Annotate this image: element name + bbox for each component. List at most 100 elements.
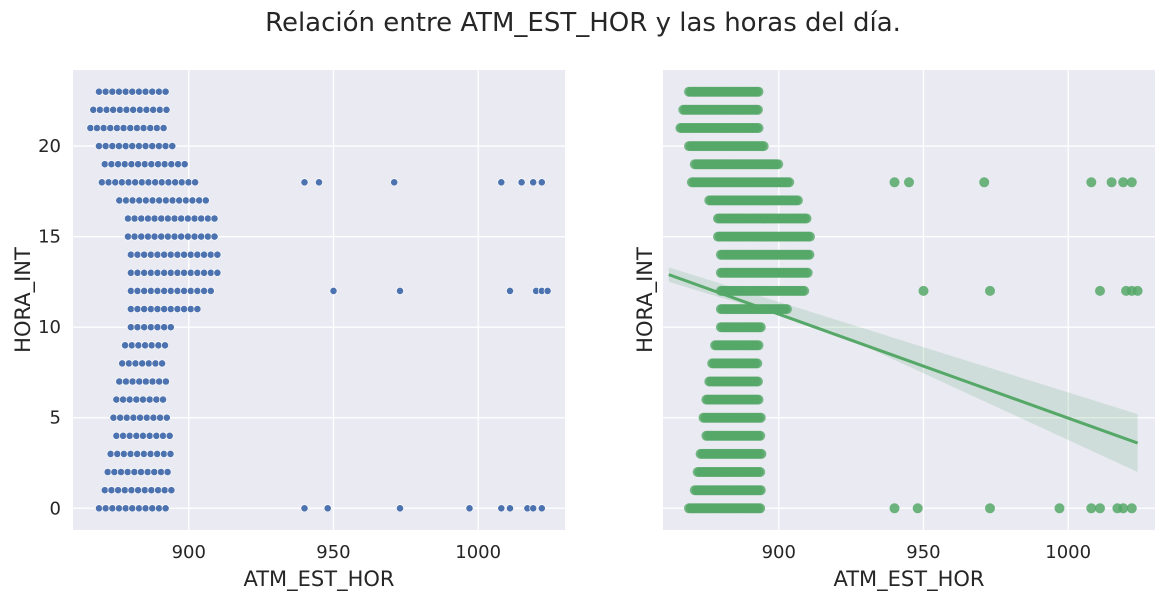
data-point <box>130 214 139 223</box>
outlier-point <box>1132 285 1143 296</box>
x-tick-label: 950 <box>906 542 940 563</box>
data-point <box>131 359 140 368</box>
data-point <box>135 105 144 114</box>
data-point <box>161 341 169 350</box>
data-point <box>152 124 161 132</box>
data-point <box>165 431 174 440</box>
outlier-point <box>1095 503 1105 514</box>
data-point <box>804 249 815 260</box>
data-point <box>135 504 143 513</box>
data-marks <box>668 86 1143 514</box>
data-point <box>110 468 119 476</box>
data-point <box>173 268 182 277</box>
data-point <box>161 504 170 513</box>
data-point <box>137 214 146 223</box>
data-point <box>127 341 136 350</box>
data-point <box>752 376 763 387</box>
data-point <box>755 322 766 333</box>
data-point <box>149 105 158 114</box>
outlier-point <box>537 504 546 513</box>
data-point <box>148 142 157 150</box>
data-point <box>151 359 160 368</box>
data-point <box>210 232 219 241</box>
outlier-point <box>506 504 514 513</box>
data-point <box>193 305 202 313</box>
data-point <box>170 214 179 223</box>
data-point <box>144 214 152 223</box>
data-point <box>132 395 141 404</box>
data-point <box>210 214 219 223</box>
data-point <box>203 214 212 223</box>
data-point <box>122 377 130 386</box>
data-point <box>144 359 153 368</box>
data-point <box>174 160 182 169</box>
outlier-point <box>1095 285 1105 296</box>
data-point <box>95 87 103 96</box>
data-point <box>141 377 150 386</box>
data-point <box>135 87 143 96</box>
data-point <box>145 395 154 404</box>
data-point <box>124 359 133 368</box>
data-point <box>145 431 154 440</box>
data-point <box>86 124 95 132</box>
y-tick-label: 20 <box>38 136 61 157</box>
data-point <box>213 268 222 277</box>
data-point <box>126 286 135 295</box>
outlier-point <box>465 504 474 513</box>
data-point <box>114 160 122 169</box>
outlier-point <box>985 503 995 514</box>
data-point <box>166 323 175 332</box>
data-point <box>146 268 155 277</box>
data-point <box>121 87 130 96</box>
data-point <box>108 504 117 513</box>
outlier-point <box>529 504 538 513</box>
data-point <box>143 468 152 476</box>
data-point <box>148 196 157 205</box>
data-point <box>89 105 98 114</box>
data-point <box>159 431 167 440</box>
data-point <box>184 178 193 187</box>
data-point <box>151 178 160 187</box>
y-tick-label: 0 <box>50 498 61 519</box>
data-point <box>127 486 136 495</box>
data-point <box>121 504 130 513</box>
x-tick-label: 1000 <box>455 542 501 563</box>
data-point <box>166 449 175 458</box>
data-point <box>160 286 169 295</box>
data-point <box>168 142 177 150</box>
data-point <box>103 468 112 476</box>
y-tick-label: 10 <box>38 317 61 338</box>
data-point <box>153 449 162 458</box>
data-point <box>758 141 769 152</box>
data-point <box>107 160 116 169</box>
data-point <box>153 286 162 295</box>
data-point <box>119 124 128 132</box>
data-point <box>101 504 110 513</box>
data-point <box>120 160 129 169</box>
data-point <box>123 468 132 476</box>
data-point <box>122 105 131 114</box>
data-point <box>157 468 165 476</box>
data-point <box>107 486 116 495</box>
data-point <box>101 142 110 150</box>
data-point <box>190 232 199 241</box>
data-point <box>805 231 815 242</box>
data-point <box>122 196 130 205</box>
data-point <box>129 413 138 422</box>
data-point <box>122 413 131 422</box>
outlier-point <box>1126 503 1137 514</box>
data-point <box>792 195 803 206</box>
data-point <box>147 341 156 350</box>
data-point <box>136 413 144 422</box>
data-point <box>150 232 159 241</box>
data-point <box>801 213 812 224</box>
data-point <box>130 232 139 241</box>
data-point <box>113 124 121 132</box>
data-point <box>156 413 164 422</box>
data-point <box>159 449 168 458</box>
data-point <box>135 196 144 205</box>
data-point <box>155 504 163 513</box>
outlier-point <box>315 178 323 187</box>
data-point <box>148 377 157 386</box>
